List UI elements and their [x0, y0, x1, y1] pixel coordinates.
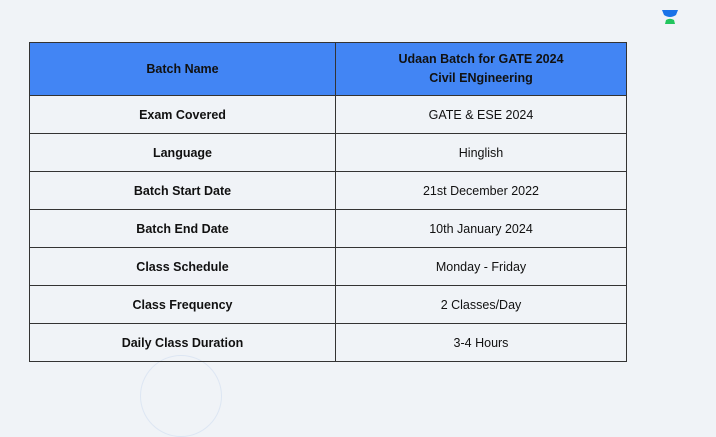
row-value: 2 Classes/Day: [335, 285, 627, 324]
header-label: Batch Name: [29, 42, 336, 96]
watermark-decoration: [140, 355, 222, 437]
row-label: Batch Start Date: [29, 171, 336, 210]
row-value: 3-4 Hours: [335, 323, 627, 362]
row-label: Language: [29, 133, 336, 172]
table-row: Class Schedule Monday - Friday: [29, 247, 627, 286]
table-row: Language Hinglish: [29, 133, 627, 172]
row-label: Class Schedule: [29, 247, 336, 286]
unacademy-logo-icon: [662, 10, 678, 24]
table-row: Class Frequency 2 Classes/Day: [29, 285, 627, 324]
header-value-line2: Civil ENgineering: [429, 71, 533, 85]
table-row: Batch Start Date 21st December 2022: [29, 171, 627, 210]
row-value: Hinglish: [335, 133, 627, 172]
row-label: Exam Covered: [29, 95, 336, 134]
row-value: 10th January 2024: [335, 209, 627, 248]
table-header-row: Batch Name Udaan Batch for GATE 2024 Civ…: [29, 42, 627, 96]
row-label: Class Frequency: [29, 285, 336, 324]
header-value-line1: Udaan Batch for GATE 2024: [398, 52, 564, 66]
row-value: GATE & ESE 2024: [335, 95, 627, 134]
table-row: Exam Covered GATE & ESE 2024: [29, 95, 627, 134]
row-label: Batch End Date: [29, 209, 336, 248]
row-value: Monday - Friday: [335, 247, 627, 286]
row-value: 21st December 2022: [335, 171, 627, 210]
header-value: Udaan Batch for GATE 2024 Civil ENgineer…: [335, 42, 627, 96]
batch-details-table: Batch Name Udaan Batch for GATE 2024 Civ…: [29, 42, 627, 362]
row-label: Daily Class Duration: [29, 323, 336, 362]
table-row: Batch End Date 10th January 2024: [29, 209, 627, 248]
table-row: Daily Class Duration 3-4 Hours: [29, 323, 627, 362]
